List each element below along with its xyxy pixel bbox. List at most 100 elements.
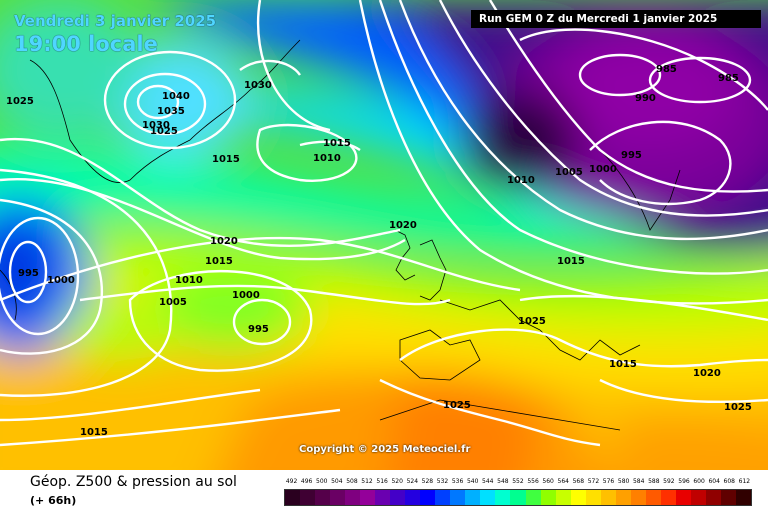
- isobar-label: 995: [621, 150, 642, 161]
- isobar-label: 995: [18, 268, 39, 279]
- scale-label: 612: [738, 478, 751, 485]
- scale-label: 524: [406, 478, 419, 485]
- scale-label: 592: [663, 478, 675, 485]
- scale-swatch: [735, 490, 751, 505]
- isobar-label: 995: [248, 324, 269, 335]
- scale-label: 572: [587, 478, 600, 485]
- pressure-map: 1025 1030 1040 1035 1030 1025 1015 1015 …: [0, 0, 768, 470]
- isobar-label: 1010: [507, 175, 535, 186]
- scale-label: 560: [542, 478, 554, 485]
- scale-swatch: [315, 490, 331, 505]
- scale-label: 600: [693, 478, 705, 485]
- scale-swatch: [555, 490, 571, 505]
- isobar-label: 990: [635, 93, 656, 104]
- scale-label: 544: [482, 478, 494, 485]
- isobar-label: 1040: [162, 91, 190, 102]
- footer-subtitle: (+ 66h): [30, 494, 77, 507]
- scale-swatch: [450, 490, 466, 505]
- scale-swatch: [720, 490, 736, 505]
- isobar-label: 1015: [80, 427, 108, 438]
- scale-swatch: [705, 490, 721, 505]
- isobar-label: 985: [656, 64, 677, 75]
- scale-label: 528: [421, 478, 434, 485]
- scale-swatch: [300, 490, 316, 505]
- copyright-notice: Copyright © 2025 Meteociel.fr: [299, 444, 471, 455]
- isobar-label: 1000: [589, 164, 617, 175]
- isobar-label: 1000: [232, 290, 260, 301]
- scale-label: 496: [300, 478, 313, 485]
- isobar-label: 1020: [210, 236, 238, 247]
- scale-swatch: [600, 490, 616, 505]
- scale-swatch: [645, 490, 661, 505]
- coastlines: [0, 39, 681, 431]
- forecast-time: 19:00 locale: [14, 32, 158, 56]
- isobars: [0, 0, 768, 447]
- scale-swatch: [570, 490, 586, 505]
- scale-label: 604: [708, 478, 720, 485]
- isobar-label: 1015: [323, 138, 351, 149]
- scale-label: 552: [512, 478, 524, 485]
- scale-label: 584: [632, 478, 645, 485]
- forecast-date: Vendredi 3 janvier 2025: [14, 12, 217, 30]
- isobar-label: 1030: [244, 80, 272, 91]
- scale-label: 500: [316, 478, 328, 485]
- scale-label: 540: [466, 478, 479, 485]
- isobar-label: 1035: [157, 106, 185, 117]
- color-scale-bar: [284, 489, 752, 506]
- scale-label: 588: [648, 478, 660, 485]
- isobar-label: 1025: [518, 316, 546, 327]
- scale-label: 504: [331, 478, 343, 485]
- scale-label: 596: [678, 478, 690, 485]
- isobar-label: 1015: [557, 256, 585, 267]
- isobar-label: 1015: [212, 154, 240, 165]
- scale-swatch: [495, 490, 511, 505]
- scale-label: 512: [361, 478, 373, 485]
- scale-label: 548: [497, 478, 509, 485]
- scale-swatch: [360, 490, 376, 505]
- scale-swatch: [330, 490, 346, 505]
- isobar-label: 1010: [313, 153, 341, 164]
- isobar-label: 1030: [142, 120, 170, 131]
- scale-label: 576: [602, 478, 615, 485]
- color-scale-labels: 492 496 500 504 508 512 516 520 524 528 532 536 540 5…: [284, 478, 752, 488]
- scale-label: 564: [557, 478, 569, 485]
- scale-swatch: [345, 490, 361, 505]
- scale-swatch: [405, 490, 421, 505]
- scale-swatch: [465, 490, 481, 505]
- isobar-label: 1025: [443, 400, 471, 411]
- isobar-label: 1025: [150, 126, 178, 137]
- scale-label: 520: [391, 478, 403, 485]
- scale-swatch: [630, 490, 646, 505]
- scale-label: 532: [436, 478, 449, 485]
- isobar-label: 1025: [6, 96, 34, 107]
- scale-label: 516: [376, 478, 388, 485]
- isobar-labels: 1025 1030 1040 1035 1030 1025 1015 1015 …: [6, 64, 752, 438]
- scale-label: 536: [451, 478, 464, 485]
- color-scale: 492 496 500 504 508 512 516 520 524 528 532 536 540 5…: [284, 478, 752, 508]
- scale-label: 568: [572, 478, 585, 485]
- scale-swatch: [585, 490, 601, 505]
- scale-swatch: [675, 490, 691, 505]
- isobar-label: 1010: [175, 275, 203, 286]
- scale-swatch: [615, 490, 631, 505]
- scale-label: 508: [346, 478, 358, 485]
- scale-label: 492: [285, 478, 298, 485]
- isobar-label: 1015: [609, 359, 637, 370]
- isobar-label: 1005: [555, 167, 583, 178]
- scale-label: 608: [723, 478, 735, 485]
- run-banner: Run GEM 0 Z du Mercredi 1 janvier 2025: [471, 10, 761, 28]
- isobar-label: 1020: [389, 220, 417, 231]
- scale-swatch: [390, 490, 406, 505]
- scale-swatch: [540, 490, 556, 505]
- scale-swatch: [435, 490, 451, 505]
- scale-swatch: [480, 490, 496, 505]
- scale-swatch: [375, 490, 391, 505]
- scale-swatch: [420, 490, 436, 505]
- scale-swatch: [510, 490, 526, 505]
- isobar-label: 1005: [159, 297, 187, 308]
- isobar-label: 1025: [724, 402, 752, 413]
- scale-swatch: [525, 490, 541, 505]
- scale-label: 580: [617, 478, 630, 485]
- scale-label: 556: [527, 478, 539, 485]
- scale-swatch: [285, 490, 301, 505]
